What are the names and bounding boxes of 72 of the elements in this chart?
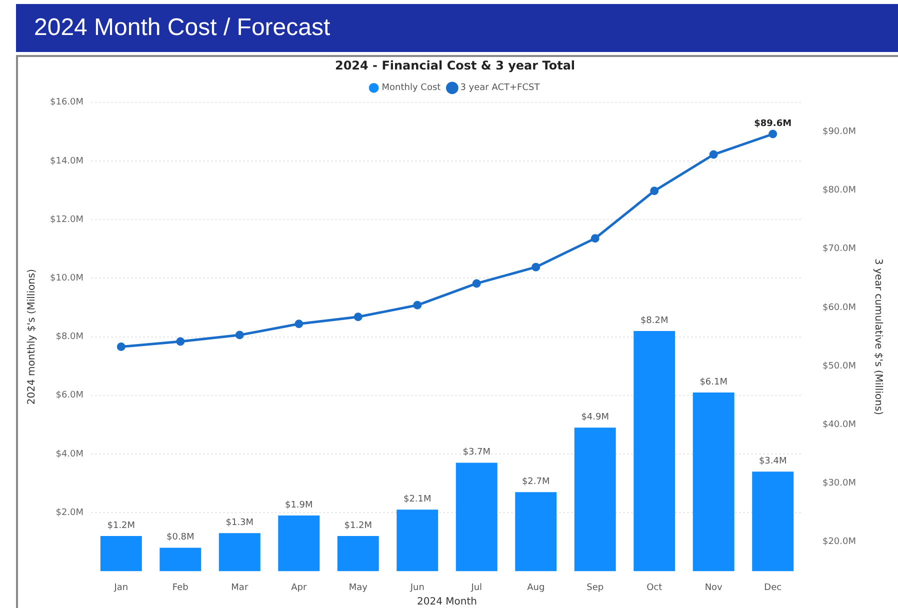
point bbox=[176, 337, 185, 346]
data-label: $4.9M bbox=[581, 412, 610, 422]
data-label: $8.2M bbox=[640, 316, 668, 326]
data-label: $2.1M bbox=[403, 494, 432, 505]
y2-tick-label: $90.0M bbox=[822, 127, 856, 138]
point bbox=[709, 150, 718, 159]
bar bbox=[515, 492, 557, 572]
y2-tick-label: $70.0M bbox=[822, 244, 856, 254]
y-tick-label: $6.0M bbox=[56, 390, 84, 401]
data-label: $0.8M bbox=[166, 532, 194, 543]
bar bbox=[752, 472, 794, 572]
point bbox=[294, 320, 304, 328]
x-tick-label: Jan bbox=[113, 582, 128, 593]
x-tick-label: Nov bbox=[704, 582, 724, 593]
x-tick-label: Apr bbox=[291, 582, 307, 593]
x-tick-label: Sep bbox=[586, 582, 604, 593]
y2-tick-label: $50.0M bbox=[822, 361, 856, 372]
y2-tick-label: $20.0M bbox=[822, 537, 856, 548]
data-label: $1.9M bbox=[284, 500, 313, 510]
data-label: $1.2M bbox=[107, 520, 136, 531]
x-tick-label: Mar bbox=[231, 582, 248, 593]
data-label: $3.7M bbox=[462, 448, 491, 458]
chart-title: 2024 Month Cost / Forecast bbox=[16, 4, 898, 52]
y2-axis-title: 3 year cumulative $'s (Millions) bbox=[872, 258, 884, 416]
bar bbox=[456, 462, 498, 572]
x-tick-label: May bbox=[348, 582, 368, 593]
x-tick-label: Feb bbox=[172, 582, 189, 593]
y2-tick-label: $40.0M bbox=[822, 420, 856, 430]
point bbox=[768, 130, 778, 138]
x-tick-label: Jul bbox=[470, 582, 482, 593]
y-tick-label: $8.0M bbox=[56, 332, 84, 342]
data-label: $1.2M bbox=[344, 520, 372, 531]
bar bbox=[100, 536, 142, 572]
y-tick-label: $4.0M bbox=[56, 449, 84, 460]
bar bbox=[218, 533, 260, 572]
data-label: $1.3M bbox=[226, 518, 254, 528]
y-tick-label: $14.0M bbox=[50, 156, 84, 166]
legend-label: Monthly Cost bbox=[382, 83, 442, 94]
point bbox=[413, 300, 422, 310]
data-label: $3.4M bbox=[758, 456, 787, 466]
point bbox=[650, 186, 659, 196]
point bbox=[354, 312, 362, 322]
x-tick-label: Oct bbox=[646, 582, 663, 593]
bar bbox=[396, 510, 438, 572]
legend-label: 3 year ACT+FCST bbox=[460, 83, 540, 94]
y-tick-label: $10.0M bbox=[50, 274, 84, 284]
point bbox=[116, 342, 126, 352]
y-tick-label: $2.0M bbox=[56, 508, 84, 518]
bar bbox=[160, 548, 202, 572]
y-tick-label: $12.0M bbox=[50, 214, 84, 225]
point bbox=[590, 234, 600, 243]
point bbox=[532, 262, 540, 272]
chart-subtitle: 2024 - Financial Cost & 3 year Total bbox=[334, 58, 576, 72]
data-label: $89.6M bbox=[754, 118, 792, 129]
y-axis-title: 2024 monthly $'s (Millions) bbox=[26, 268, 38, 405]
y2-tick-label: $30.0M bbox=[822, 478, 856, 489]
x-axis-title: 2024 Month bbox=[417, 596, 477, 608]
point bbox=[472, 279, 481, 288]
y2-tick-label: $60.0M bbox=[822, 302, 856, 313]
bar bbox=[574, 428, 616, 572]
bar bbox=[692, 392, 734, 572]
bar bbox=[337, 536, 379, 572]
y-tick-label: $16.0M bbox=[50, 98, 84, 108]
x-tick-label: Jun bbox=[409, 582, 424, 593]
bar bbox=[278, 516, 320, 572]
point bbox=[235, 330, 244, 340]
data-label: $2.7M bbox=[522, 476, 550, 487]
y2-tick-label: $80.0M bbox=[822, 186, 856, 196]
x-tick-label: Aug bbox=[527, 582, 545, 593]
bar bbox=[634, 330, 676, 572]
data-label: $6.1M bbox=[700, 377, 728, 388]
x-tick-label: Dec bbox=[764, 582, 782, 593]
